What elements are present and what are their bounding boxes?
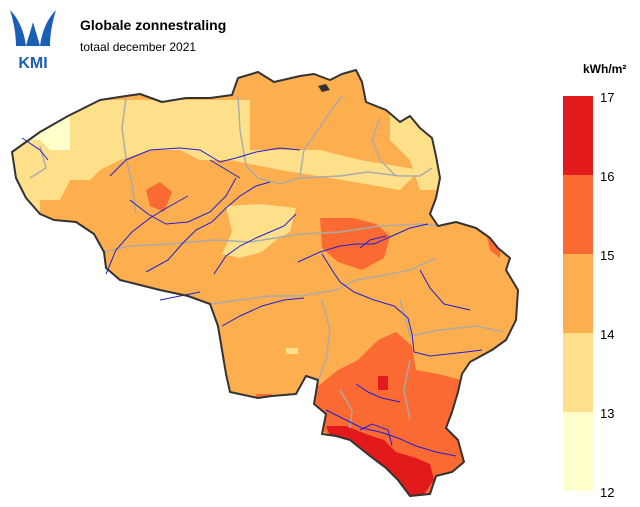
legend-tick: 13 [600,406,614,421]
kmi-logo: KMI [10,10,56,72]
legend-tick: 15 [600,248,614,263]
legend-box [563,254,593,333]
kmi-logo-emblem [10,10,26,46]
zone-15-16-south [312,332,470,496]
legend-tick: 12 [600,485,614,500]
legend-unit: kWh/m² [583,62,627,76]
map-subtitle: totaal december 2021 [80,40,197,54]
province-boundaries [29,95,505,429]
legend-box [563,96,593,175]
legend-ticks: 17 16 15 14 13 12 [600,90,614,500]
legend-box [563,333,593,412]
zone-15-16-center [146,182,172,212]
baarle-enclave [318,84,330,92]
kmi-logo-text: KMI [18,55,47,72]
map-title: Globale zonnestraling [80,17,227,33]
belgium-border [11,69,519,497]
legend-tick: 17 [600,90,614,105]
zone-13-14-central [222,204,296,258]
legend-tick: 14 [600,327,614,342]
legend-box [563,175,593,254]
legend-boxes [563,96,593,491]
rivers [21,137,483,457]
legend-box [563,412,593,491]
legend-tick: 16 [600,169,614,184]
